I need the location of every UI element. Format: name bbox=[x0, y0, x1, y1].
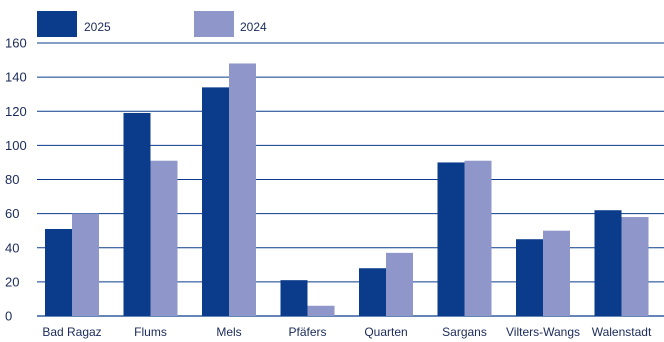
y-tick-label: 80 bbox=[5, 172, 19, 187]
bar-2025-Quarten bbox=[359, 268, 386, 316]
y-tick-label: 100 bbox=[5, 138, 27, 153]
bar-2024-Bad Ragaz bbox=[72, 213, 99, 316]
y-tick-label: 160 bbox=[5, 36, 27, 51]
legend-swatch-2024 bbox=[194, 11, 234, 37]
bars bbox=[45, 63, 649, 316]
x-tick-label: Walenstadt bbox=[592, 325, 652, 339]
y-tick-label: 140 bbox=[5, 70, 27, 85]
x-tick-label: Pfäfers bbox=[288, 325, 326, 339]
x-tick-label: Mels bbox=[216, 325, 241, 339]
bar-2024-Pfäfers bbox=[307, 305, 335, 316]
bar-2024-Sargans bbox=[464, 160, 492, 316]
bar-2025-Walenstadt bbox=[594, 210, 622, 316]
x-tick-label: Bad Ragaz bbox=[42, 325, 101, 339]
x-tick-label: Quarten bbox=[364, 325, 407, 339]
y-tick-label: 120 bbox=[5, 104, 27, 119]
x-tick-label: Flums bbox=[134, 325, 167, 339]
bar-2025-Sargans bbox=[437, 162, 465, 316]
legend-label-2024: 2024 bbox=[240, 20, 267, 34]
legend-swatch-2025 bbox=[37, 11, 77, 37]
x-tick-label: Sargans bbox=[442, 325, 487, 339]
bar-2024-Vilters-Wangs bbox=[543, 230, 570, 316]
bar-2024-Quarten bbox=[386, 252, 413, 316]
bar-2025-Pfäfers bbox=[280, 280, 308, 316]
bar-2024-Walenstadt bbox=[621, 217, 649, 316]
y-tick-label: 60 bbox=[5, 206, 19, 221]
bar-2025-Mels bbox=[202, 87, 229, 316]
y-axis-ticks: 0 20 40 60 80 100 120 140 160 bbox=[5, 36, 27, 324]
x-tick-label: Vilters-Wangs bbox=[506, 325, 580, 339]
bar-2025-Flums bbox=[123, 112, 151, 316]
x-axis-labels: Bad Ragaz Flums Mels Pfäfers Quarten Sargans V… bbox=[42, 325, 652, 339]
legend-label-2025: 2025 bbox=[84, 20, 111, 34]
bar-2025-Bad Ragaz bbox=[45, 228, 72, 316]
bar-2024-Flums bbox=[150, 160, 178, 316]
bar-2024-Mels bbox=[229, 63, 256, 316]
y-tick-label: 40 bbox=[5, 240, 19, 255]
y-tick-label: 20 bbox=[5, 274, 19, 289]
bar-2025-Vilters-Wangs bbox=[516, 239, 543, 316]
y-tick-label: 0 bbox=[5, 309, 12, 324]
